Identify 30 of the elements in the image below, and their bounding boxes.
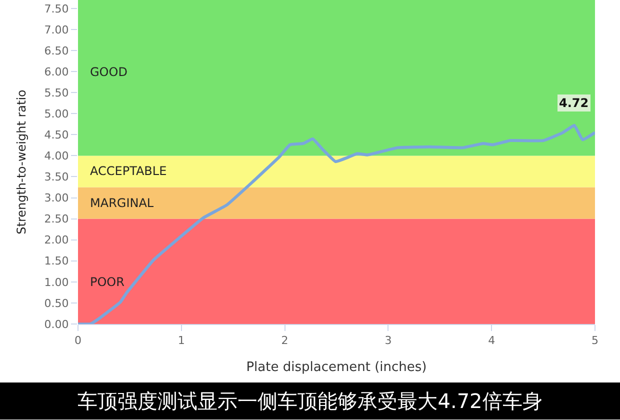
x-tick-label: 1 <box>178 334 185 348</box>
y-tick-label: 6.00 <box>44 65 69 78</box>
x-tick-label: 3 <box>384 334 392 348</box>
y-tick-label: 5.50 <box>44 86 69 100</box>
x-tick-label: 5 <box>592 334 598 348</box>
x-tick-label: 0 <box>74 334 82 348</box>
y-tick-label: 3.50 <box>44 170 69 184</box>
y-tick-label: 0.50 <box>44 296 69 310</box>
text: 车顶强度测试显示一侧车顶能够承受最大4.72倍车身 <box>78 389 542 413</box>
y-axis-title: Strength-to-weight ratio <box>14 90 29 234</box>
annotation: 4.72 <box>559 96 589 110</box>
band-label: ACCEPTABLE <box>90 164 167 178</box>
y-tick-label: 4.50 <box>44 128 69 142</box>
y-tick-label: 1.50 <box>44 254 69 268</box>
y-tick-label: 0.00 <box>44 318 69 331</box>
y-tick-label: 5.00 <box>44 107 69 120</box>
y-tick-label: 4.00 <box>44 150 69 163</box>
y-tick-label: 7.50 <box>44 2 69 16</box>
y-tick-label: 2.50 <box>44 212 69 226</box>
x-tick-label: 4 <box>488 334 496 348</box>
band-label: POOR <box>90 275 124 289</box>
x-axis-title: Plate displacement (inches) <box>246 360 427 375</box>
x-tick-label: 2 <box>281 334 288 348</box>
band-label: MARGINAL <box>90 196 154 210</box>
y-tick-label: 3.00 <box>44 192 69 205</box>
y-tick-label: 2.00 <box>44 234 69 247</box>
y-tick-label: 1.00 <box>44 276 69 289</box>
y-tick-label: 7.00 <box>44 23 69 36</box>
y-tick-label: 6.50 <box>44 44 69 58</box>
band-label: GOOD <box>90 65 128 79</box>
